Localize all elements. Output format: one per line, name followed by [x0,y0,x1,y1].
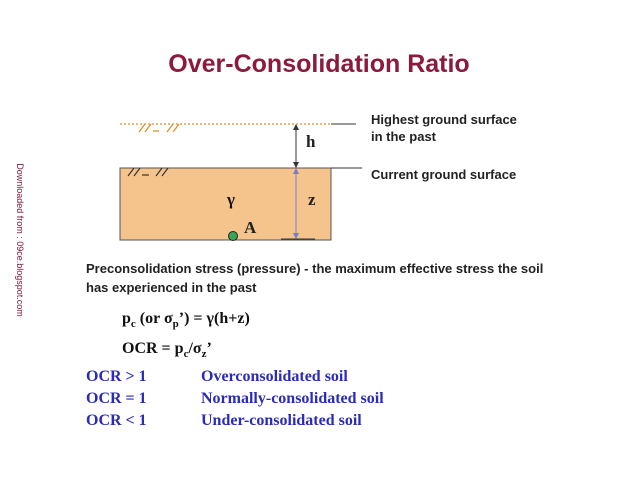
eq1-sigma: σ [163,310,173,327]
eq2-sub-c: c [183,348,189,361]
eq1-p: p [122,310,131,327]
eq1-text: (or [135,310,164,327]
ocr-row: OCR < 1 Under-consolidated soil [86,412,446,434]
ocr-equation: OCR = pc/σz’ [122,340,212,360]
eq1-sub-c: c [130,318,136,331]
ocr-description: Normally-consolidated soil [201,390,384,407]
eq2-sub-z: z [201,348,207,361]
past-surface-hatch [138,123,180,133]
eq1-sub-p: p [172,318,179,331]
ocr-row: OCR = 1 Normally-consolidated soil [86,390,446,412]
current-surface-label: Current ground surface [371,167,517,182]
ocr-row: OCR > 1 Overconsolidated soil [86,368,446,390]
current-surface-hatch [127,167,169,177]
soil-block [119,167,332,241]
point-a-marker [228,231,238,241]
preconsolidation-equation: pc (or σp’) = γ(h+z) [122,310,250,330]
z-arrow-bottom [293,233,299,239]
eq1-rhs: ’) = γ(h+z) [178,310,250,327]
preconsolidation-definition: Preconsolidation stress (pressure) - the… [86,261,544,295]
point-a-label: A [244,218,257,237]
ocr-condition: OCR > 1 [86,368,147,385]
past-surface-label-text-1: Highest ground surface [371,112,517,127]
h-arrow-top [293,124,299,130]
eq2-prime: ’ [206,340,212,357]
ocr-description: Overconsolidated soil [201,368,348,385]
eq2-slash: / [188,340,193,357]
ocr-condition: OCR = 1 [86,390,147,407]
unit-weight-symbol: γ [227,190,235,209]
past-surface-label-line2: in the past [371,128,436,145]
slide-title: Over-Consolidation Ratio [168,50,470,78]
h-label: h [306,132,316,151]
ocr-condition: OCR < 1 [86,412,147,429]
z-arrow-top [293,168,299,174]
h-arrow-bottom [293,162,299,168]
eq2-lhs: OCR = p [122,340,184,357]
eq2-sigma: σ [192,340,202,357]
ocr-classification-list: OCR > 1 Overconsolidated soil OCR = 1 No… [86,368,446,434]
z-label: z [308,190,316,209]
past-surface-label-line1: Highest ground surface [371,111,517,128]
past-surface-label-text-2: in the past [371,129,437,144]
ocr-description: Under-consolidated soil [201,412,362,429]
